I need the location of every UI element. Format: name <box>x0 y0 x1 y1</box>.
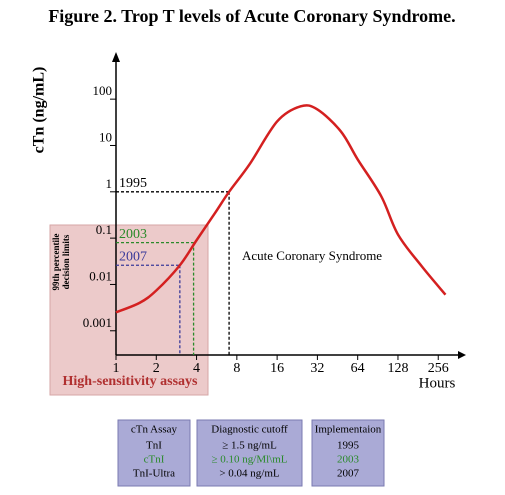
table-text: ≥ 0.10 ng/Ml\mL <box>211 454 287 466</box>
table-text: > 0.04 ng/mL <box>219 468 280 480</box>
table-text: TnI-Ultra <box>133 468 175 480</box>
table-cell <box>196 419 303 487</box>
table-header: cTn Assay <box>131 424 178 436</box>
cutoff-label: 2003 <box>119 227 147 242</box>
x-tick-label: 256 <box>428 361 449 376</box>
x-tick-label: 16 <box>270 361 284 376</box>
x-axis-label: Hours <box>419 375 456 391</box>
table: cTn Assay TnI cTnI TnI-Ultra Diagnostic cuto… <box>117 419 385 487</box>
curve-label: Acute Coronary Syndrome <box>242 248 382 263</box>
table-text: TnI <box>146 440 162 452</box>
x-arrow <box>458 351 466 359</box>
y-tick-label: 10 <box>99 129 112 144</box>
table-text: 2003 <box>337 454 360 466</box>
side-label: decision limits <box>61 234 71 289</box>
cutoff-label: 2007 <box>119 249 147 264</box>
table-header: Implementaion <box>315 424 382 436</box>
table-header: Diagnostic cutoff <box>211 424 288 436</box>
y-tick-label: 0.01 <box>89 268 112 283</box>
y-arrow <box>112 52 120 62</box>
table-cell <box>117 419 191 487</box>
y-tick-label: 0.1 <box>96 222 112 237</box>
shaded-region <box>49 224 209 396</box>
side-label: 99th percentile <box>51 233 61 290</box>
chart-title: Figure 2. Trop T levels of Acute Coronar… <box>48 6 455 26</box>
x-tick-label: 128 <box>387 361 408 376</box>
y-tick-label: 0.001 <box>83 315 112 330</box>
axes <box>112 52 466 359</box>
y-tick-label: 1 <box>106 176 113 191</box>
table-text: cTnI <box>144 454 165 466</box>
y-tick-label: 100 <box>93 83 113 98</box>
x-tick-label: 4 <box>193 361 200 376</box>
x-tick-label: 1 <box>113 361 120 376</box>
curve <box>115 104 447 314</box>
y-axis-label: cTn (ng/mL) <box>31 67 48 154</box>
table-text: ≥ 1.5 ng/mL <box>222 440 277 452</box>
x-tick-label: 2 <box>153 361 160 376</box>
x-tick-label: 64 <box>351 361 365 376</box>
table-text: 1995 <box>337 440 360 452</box>
table-cell <box>311 419 385 487</box>
shaded-label: High-sensitivity assays <box>63 374 199 389</box>
table-text: 2007 <box>337 468 360 480</box>
x-tick-label: 32 <box>310 361 324 376</box>
x-tick-label: 8 <box>233 361 240 376</box>
cutoff-label: 1995 <box>119 176 147 191</box>
